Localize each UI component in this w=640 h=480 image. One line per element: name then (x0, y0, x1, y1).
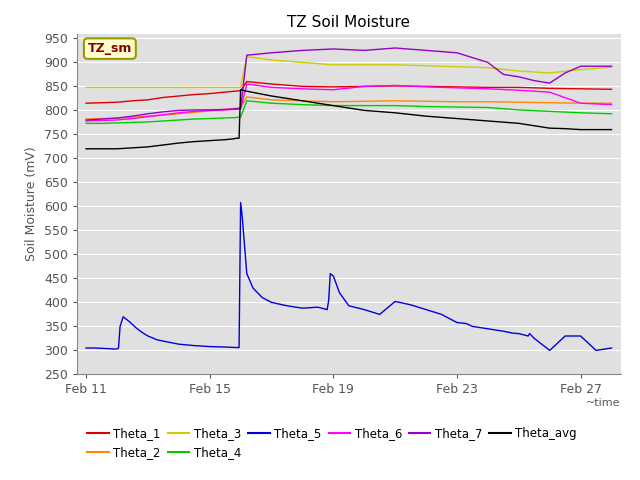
Text: ~time: ~time (586, 398, 621, 408)
Legend: Theta_1, Theta_2, Theta_3, Theta_4, Theta_5, Theta_6, Theta_7, Theta_avg: Theta_1, Theta_2, Theta_3, Theta_4, Thet… (83, 422, 582, 464)
Y-axis label: Soil Moisture (mV): Soil Moisture (mV) (25, 146, 38, 262)
Text: TZ_sm: TZ_sm (88, 42, 132, 55)
Title: TZ Soil Moisture: TZ Soil Moisture (287, 15, 410, 30)
